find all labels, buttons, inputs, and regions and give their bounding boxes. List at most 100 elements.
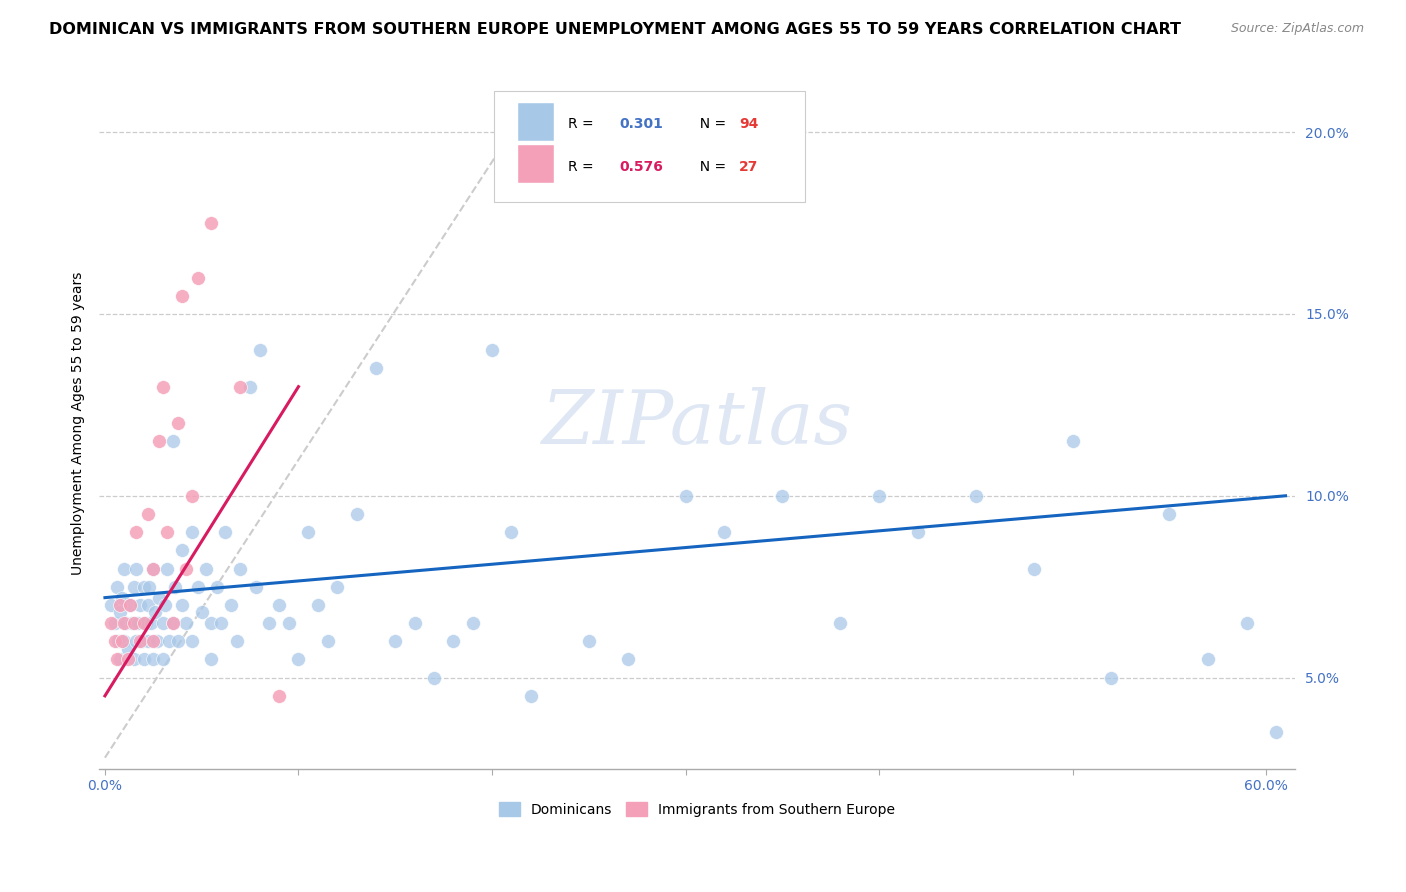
Point bbox=[172, 598, 194, 612]
Point bbox=[148, 434, 170, 449]
Point bbox=[578, 634, 600, 648]
Point bbox=[100, 616, 122, 631]
Point bbox=[120, 598, 142, 612]
Point bbox=[142, 652, 165, 666]
Point bbox=[157, 634, 180, 648]
Point bbox=[200, 216, 222, 230]
Point bbox=[219, 598, 242, 612]
Point bbox=[117, 641, 139, 656]
Y-axis label: Unemployment Among Ages 55 to 59 years: Unemployment Among Ages 55 to 59 years bbox=[72, 271, 86, 574]
Point bbox=[770, 489, 793, 503]
Point bbox=[115, 616, 138, 631]
Point bbox=[229, 561, 252, 575]
Point bbox=[162, 616, 184, 631]
Point bbox=[172, 543, 194, 558]
Point bbox=[162, 616, 184, 631]
Point bbox=[104, 616, 127, 631]
Point bbox=[128, 634, 150, 648]
Point bbox=[269, 689, 291, 703]
Point bbox=[143, 605, 166, 619]
Point bbox=[245, 580, 267, 594]
FancyBboxPatch shape bbox=[494, 91, 804, 202]
Point bbox=[187, 580, 209, 594]
Point bbox=[141, 616, 163, 631]
Point bbox=[501, 525, 523, 540]
Point bbox=[249, 343, 271, 358]
Point bbox=[259, 616, 281, 631]
Point bbox=[153, 598, 176, 612]
Point bbox=[364, 361, 387, 376]
Point bbox=[135, 616, 157, 631]
Point bbox=[269, 598, 291, 612]
Point bbox=[297, 525, 319, 540]
Point bbox=[326, 580, 349, 594]
FancyBboxPatch shape bbox=[517, 103, 554, 141]
Text: N =: N = bbox=[692, 118, 731, 131]
Point bbox=[200, 652, 222, 666]
Point bbox=[519, 689, 541, 703]
Point bbox=[136, 598, 159, 612]
Point bbox=[1099, 671, 1122, 685]
Point bbox=[1236, 616, 1258, 631]
Point bbox=[121, 616, 143, 631]
Point bbox=[138, 580, 160, 594]
Text: 0.576: 0.576 bbox=[620, 160, 664, 174]
Text: Source: ZipAtlas.com: Source: ZipAtlas.com bbox=[1230, 22, 1364, 36]
Point bbox=[830, 616, 852, 631]
Point bbox=[167, 416, 190, 430]
Point bbox=[152, 652, 174, 666]
Point bbox=[112, 561, 135, 575]
Point bbox=[112, 634, 135, 648]
Point bbox=[1264, 725, 1286, 739]
Point bbox=[461, 616, 484, 631]
Point bbox=[225, 634, 247, 648]
Text: DOMINICAN VS IMMIGRANTS FROM SOUTHERN EUROPE UNEMPLOYMENT AMONG AGES 55 TO 59 YE: DOMINICAN VS IMMIGRANTS FROM SOUTHERN EU… bbox=[49, 22, 1181, 37]
FancyBboxPatch shape bbox=[517, 145, 554, 184]
Point bbox=[142, 634, 165, 648]
Point bbox=[162, 434, 184, 449]
Point bbox=[125, 634, 148, 648]
Point bbox=[214, 525, 236, 540]
Point bbox=[110, 652, 132, 666]
Point bbox=[111, 634, 134, 648]
Point bbox=[122, 652, 145, 666]
Point bbox=[1159, 507, 1181, 521]
Text: 27: 27 bbox=[740, 160, 758, 174]
Point bbox=[907, 525, 929, 540]
Point bbox=[384, 634, 406, 648]
Point bbox=[423, 671, 446, 685]
Point bbox=[675, 489, 697, 503]
Point bbox=[120, 598, 142, 612]
Point bbox=[713, 525, 735, 540]
Point bbox=[346, 507, 368, 521]
Point bbox=[287, 652, 309, 666]
Text: R =: R = bbox=[568, 160, 598, 174]
Point bbox=[156, 561, 179, 575]
Point bbox=[205, 580, 228, 594]
Point bbox=[229, 379, 252, 393]
Point bbox=[142, 561, 165, 575]
Text: N =: N = bbox=[692, 160, 731, 174]
Point bbox=[163, 580, 186, 594]
Point bbox=[128, 598, 150, 612]
Point bbox=[125, 561, 148, 575]
Point bbox=[316, 634, 339, 648]
Point bbox=[965, 489, 987, 503]
Point bbox=[148, 591, 170, 605]
Point bbox=[100, 598, 122, 612]
Point bbox=[132, 652, 155, 666]
Point bbox=[104, 634, 127, 648]
Point bbox=[239, 379, 262, 393]
Text: 0.301: 0.301 bbox=[620, 118, 664, 131]
Point bbox=[111, 591, 134, 605]
Point bbox=[142, 561, 165, 575]
Point bbox=[136, 634, 159, 648]
Legend: Dominicans, Immigrants from Southern Europe: Dominicans, Immigrants from Southern Eur… bbox=[492, 795, 903, 824]
Point bbox=[1062, 434, 1084, 449]
Text: 94: 94 bbox=[740, 118, 758, 131]
Point bbox=[1197, 652, 1219, 666]
Point bbox=[125, 525, 148, 540]
Point bbox=[131, 634, 153, 648]
Point bbox=[200, 616, 222, 631]
Point bbox=[146, 634, 169, 648]
